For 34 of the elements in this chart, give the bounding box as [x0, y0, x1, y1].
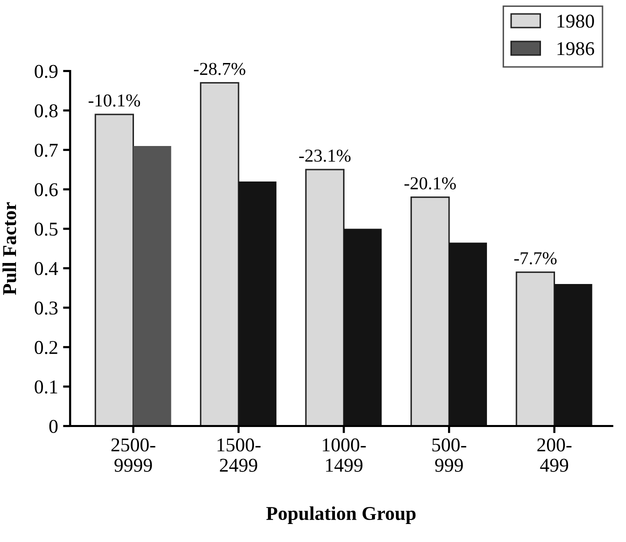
- x-tick-label: 500- 999: [432, 438, 466, 472]
- bar: [94, 114, 134, 426]
- y-tick-label: 0.9: [34, 64, 58, 78]
- y-tick-label: 0.5: [34, 222, 58, 236]
- bar: [133, 146, 172, 426]
- y-tick-label: 0: [49, 420, 58, 433]
- y-tick-label: 0.7: [34, 144, 58, 157]
- y-tick-label: 0.2: [34, 340, 58, 354]
- annotation: -7.7%: [514, 252, 557, 264]
- y-tick-label: 0.8: [34, 104, 58, 118]
- x-tick-label: 1000- 1499: [322, 438, 366, 472]
- legend-label: 1980: [558, 14, 594, 28]
- bar: [554, 284, 592, 426]
- legend-label: 1986: [558, 42, 594, 56]
- annotation: -20.1%: [404, 177, 456, 190]
- annotation: -28.7%: [194, 62, 246, 76]
- bar: [410, 196, 450, 426]
- bar: [344, 228, 382, 426]
- bar: [516, 271, 556, 426]
- y-tick-label: 0.4: [34, 262, 58, 276]
- bar: [200, 82, 240, 426]
- y-tick-label: 0.3: [34, 301, 58, 315]
- annotation: -10.1%: [88, 94, 140, 107]
- bar: [238, 181, 276, 426]
- annotation: -23.1%: [299, 150, 351, 162]
- bar: [449, 242, 487, 426]
- x-tick-label: 200- 499: [537, 438, 572, 472]
- x-tick-label: 2500- 9999: [111, 438, 156, 472]
- y-tick-label: 0.1: [34, 380, 58, 394]
- y-axis-title: Pull Factor: [2, 202, 16, 295]
- x-tick-label: 1500- 2499: [218, 438, 261, 472]
- x-axis-title: Population Group: [266, 506, 416, 524]
- bar: [305, 168, 344, 426]
- y-tick-label: 0.6: [34, 183, 58, 196]
